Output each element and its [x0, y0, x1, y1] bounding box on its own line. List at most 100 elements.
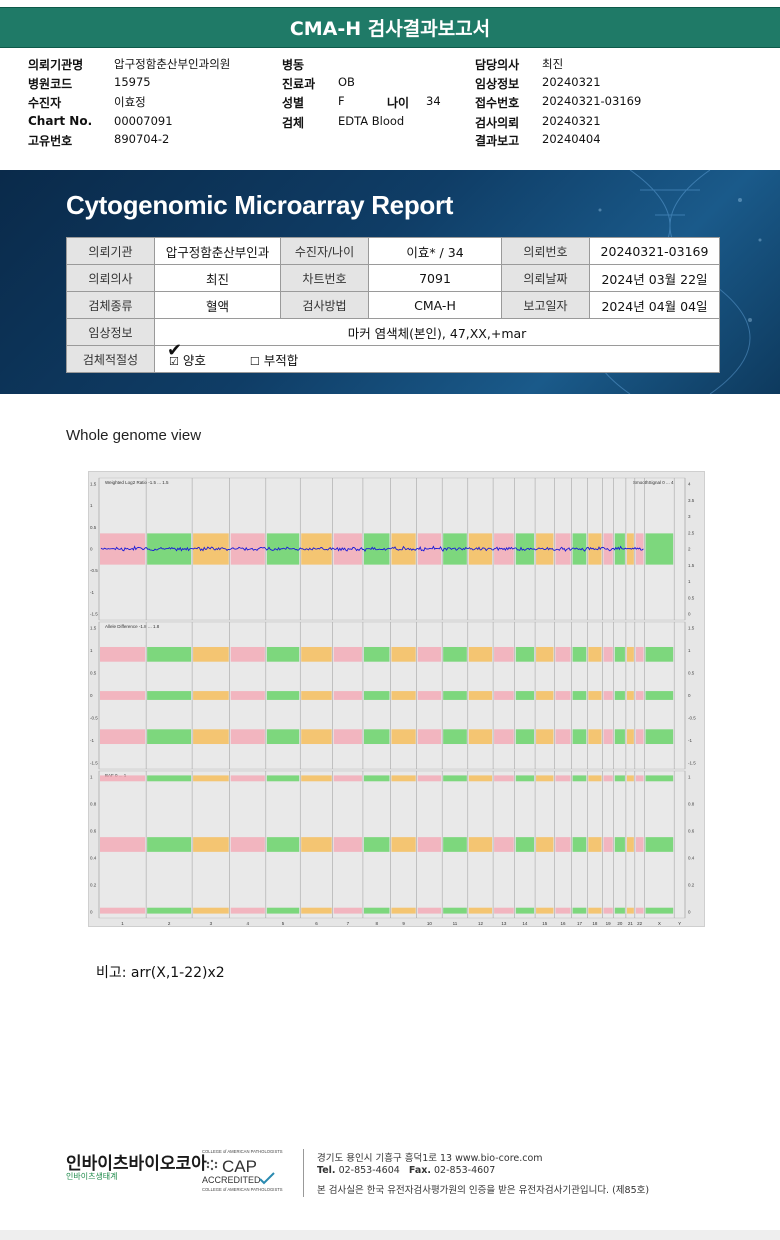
- y-tick-label: 0.8: [90, 802, 97, 807]
- section-title: Whole genome view: [66, 427, 202, 444]
- company-logo: 인바이츠바이오코아: [66, 1154, 207, 1174]
- y-tick-label-right: 1.5: [688, 626, 695, 631]
- y-tick-label-right: 2.5: [688, 530, 695, 535]
- x-tick-label: 7: [347, 921, 350, 926]
- good-checkbox-icon[interactable]: ☑: [169, 354, 179, 368]
- signal-band: [266, 691, 300, 700]
- signal-band: [147, 775, 192, 782]
- cap-accredited-logo: COLLEGE of AMERICAN PATHOLOGISTS CAP ACC…: [202, 1149, 283, 1192]
- signal-band: [515, 533, 535, 565]
- y-tick-label-right: 0: [688, 693, 691, 698]
- y-tick-label: 1.5: [90, 482, 97, 487]
- chromosome-band: [417, 646, 442, 745]
- chromosome-band: [147, 775, 192, 914]
- signal-band: [645, 533, 674, 565]
- signal-band: [301, 837, 332, 852]
- signal-band: [515, 837, 535, 852]
- request-label: 검사의뢰: [475, 116, 520, 130]
- tel-label: Tel.: [317, 1165, 336, 1176]
- x-tick-label: Y: [678, 921, 681, 926]
- signal-band: [147, 729, 192, 745]
- chromosome-band: [468, 775, 493, 914]
- x-tick-label: 11: [453, 921, 458, 926]
- y-tick-label: 1: [90, 503, 93, 508]
- info-row-3: 수진자 이효정 성별 F 나이 34 접수번호 20240321-03169: [28, 94, 748, 112]
- bad-checkbox-icon[interactable]: ☐: [249, 354, 260, 368]
- signal-band: [635, 646, 644, 662]
- chromosome-band: [333, 775, 362, 914]
- signal-band: [301, 729, 332, 745]
- signal-band: [536, 691, 554, 700]
- y-tick-label: -1.5: [90, 612, 98, 617]
- signal-band: [603, 775, 613, 782]
- signal-band: [626, 729, 634, 745]
- signal-band: [635, 907, 644, 914]
- signal-band: [603, 691, 613, 700]
- x-tick-label: 12: [478, 921, 484, 926]
- table-row: 의뢰의사 최진 차트번호 7091 의뢰날짜 2024년 03월 22일: [66, 264, 720, 292]
- signal-band: [193, 907, 229, 914]
- signal-band: [572, 837, 587, 852]
- signal-band: [147, 646, 192, 662]
- signal-band: [266, 775, 300, 782]
- signal-band: [230, 837, 265, 852]
- signal-band: [588, 837, 602, 852]
- fax-label: Fax.: [408, 1165, 431, 1176]
- signal-band: [572, 691, 587, 700]
- signal-band: [603, 837, 613, 852]
- cell-value: 2024년 03월 22일: [589, 264, 720, 292]
- y-tick-label-right: 0.5: [688, 595, 695, 600]
- cell-label: 수진자/나이: [280, 237, 369, 265]
- signal-band: [333, 907, 362, 914]
- chromosome-band: [494, 646, 514, 745]
- cell-label: 의뢰날짜: [501, 264, 590, 292]
- doctor-value: 최진: [542, 57, 564, 71]
- adequacy-cell: ✔ ☑ 양호 ☐ 부적합: [154, 340, 720, 373]
- signal-band: [266, 729, 300, 745]
- signal-band: [333, 691, 362, 700]
- signal-band: [443, 691, 467, 700]
- signal-band: [626, 691, 634, 700]
- y-tick-label: -0.5: [90, 568, 98, 573]
- receipt-label: 접수번호: [475, 96, 520, 110]
- x-tick-label: 18: [592, 921, 598, 926]
- y-tick-label-right: 3.5: [688, 498, 695, 503]
- y-tick-label: -0.5: [90, 716, 98, 721]
- chromosome-band: [635, 775, 644, 914]
- chromosome-band: [193, 533, 229, 565]
- signal-band: [555, 691, 571, 700]
- bad-label: 부적합: [263, 352, 299, 368]
- cell-label: 보고일자: [501, 291, 590, 319]
- report-title-bar: CMA-H 검사결과보고서: [0, 7, 780, 48]
- signal-band: [494, 646, 514, 662]
- y-tick-label: 0: [90, 547, 93, 552]
- signal-band: [193, 729, 229, 745]
- chromosome-band: [100, 646, 146, 745]
- x-tick-label: 21: [628, 921, 634, 926]
- chromosome-band: [391, 775, 416, 914]
- x-tick-label: 8: [375, 921, 378, 926]
- y-tick-label-right: 0.5: [688, 671, 695, 676]
- signal-band: [555, 646, 571, 662]
- x-tick-label: 4: [247, 921, 250, 926]
- chromosome-band: [417, 533, 442, 565]
- signal-band: [572, 646, 587, 662]
- signal-band: [391, 775, 416, 782]
- signal-band: [147, 837, 192, 852]
- chromosome-band: [588, 775, 602, 914]
- signal-band: [363, 729, 390, 745]
- sex-value: F: [338, 94, 345, 108]
- signal-band: [645, 907, 674, 914]
- signal-band: [572, 775, 587, 782]
- y-tick-label-right: 1.5: [688, 563, 695, 568]
- signal-band: [443, 646, 467, 662]
- panel-right-title: SmoothSignal 0 ... 4: [633, 480, 674, 485]
- y-tick-label: 0: [90, 910, 93, 915]
- request-value: 20240321: [542, 114, 601, 128]
- signal-band: [333, 646, 362, 662]
- cell-value: CMA-H: [368, 291, 502, 319]
- signal-band: [635, 729, 644, 745]
- chromosome-band: [494, 775, 514, 914]
- chromosome-band: [603, 646, 613, 745]
- signal-band: [333, 775, 362, 782]
